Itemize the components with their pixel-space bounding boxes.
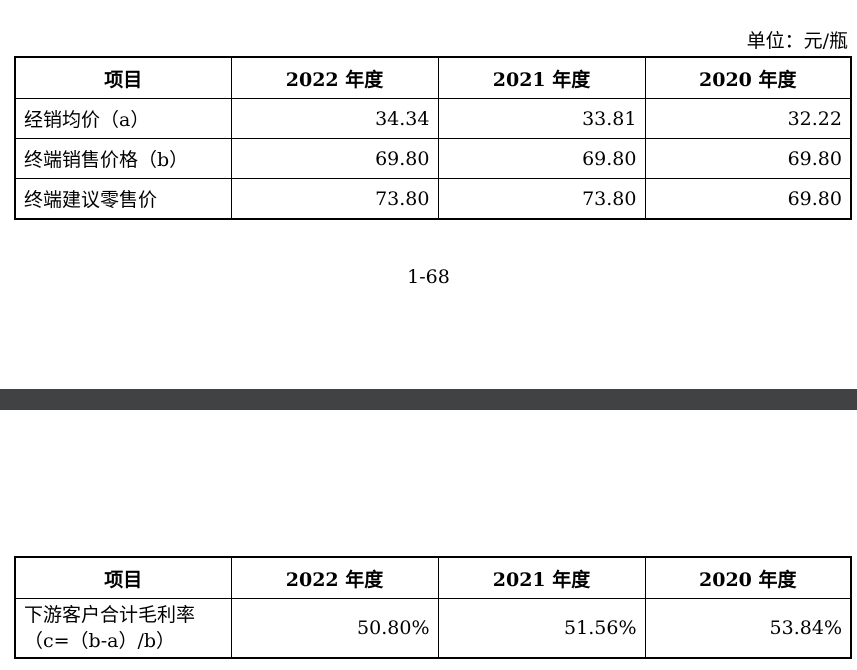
table-row: 经销均价（a） 34.34 33.81 32.22 — [14, 98, 852, 139]
cell-2021: 51.56% — [437, 598, 646, 659]
cell-2022: 69.80 — [230, 138, 439, 179]
cell-2021: 33.81 — [437, 98, 646, 139]
header-2021: 2021 年度 — [437, 556, 646, 599]
header-2022: 2022 年度 — [230, 56, 439, 99]
cell-2020: 69.80 — [644, 138, 852, 179]
cell-2022: 50.80% — [230, 598, 439, 659]
cell-2020: 32.22 — [644, 98, 852, 139]
cell-2022: 34.34 — [230, 98, 439, 139]
row-label-line1: 下游客户合计毛利率 — [24, 604, 196, 626]
table-header-row: 项目 2022 年度 2021 年度 2020 年度 — [14, 56, 852, 99]
cell-2020: 53.84% — [644, 598, 852, 659]
cell-2020: 69.80 — [644, 178, 852, 220]
unit-label: 单位：元/瓶 — [746, 30, 848, 52]
cell-2021: 69.80 — [437, 138, 646, 179]
row-label-line2: （c=（b-a）/b） — [24, 630, 176, 652]
page-separator — [0, 389, 857, 410]
row-label: 经销均价（a） — [14, 98, 232, 139]
row-label: 终端建议零售价 — [14, 178, 232, 220]
price-table: 项目 2022 年度 2021 年度 2020 年度 经销均价（a） 34.34… — [14, 56, 852, 220]
header-item: 项目 — [14, 556, 232, 599]
header-item: 项目 — [14, 56, 232, 99]
table-row: 下游客户合计毛利率 （c=（b-a）/b） 50.80% 51.56% 53.8… — [14, 598, 852, 659]
cell-2022: 73.80 — [230, 178, 439, 220]
row-label: 下游客户合计毛利率 （c=（b-a）/b） — [14, 598, 232, 659]
table-header-row: 项目 2022 年度 2021 年度 2020 年度 — [14, 556, 852, 599]
cell-2021: 73.80 — [437, 178, 646, 220]
header-2020: 2020 年度 — [644, 556, 852, 599]
row-label: 终端销售价格（b） — [14, 138, 232, 179]
header-2020: 2020 年度 — [644, 56, 852, 99]
header-2021: 2021 年度 — [437, 56, 646, 99]
table-row: 终端建议零售价 73.80 73.80 69.80 — [14, 178, 852, 220]
margin-table: 项目 2022 年度 2021 年度 2020 年度 下游客户合计毛利率 （c=… — [14, 556, 852, 659]
header-2022: 2022 年度 — [230, 556, 439, 599]
table-row: 终端销售价格（b） 69.80 69.80 69.80 — [14, 138, 852, 179]
page-top: 单位：元/瓶 项目 2022 年度 2021 年度 2020 年度 经销均价（a… — [14, 30, 852, 288]
page-number: 1-68 — [407, 266, 450, 288]
